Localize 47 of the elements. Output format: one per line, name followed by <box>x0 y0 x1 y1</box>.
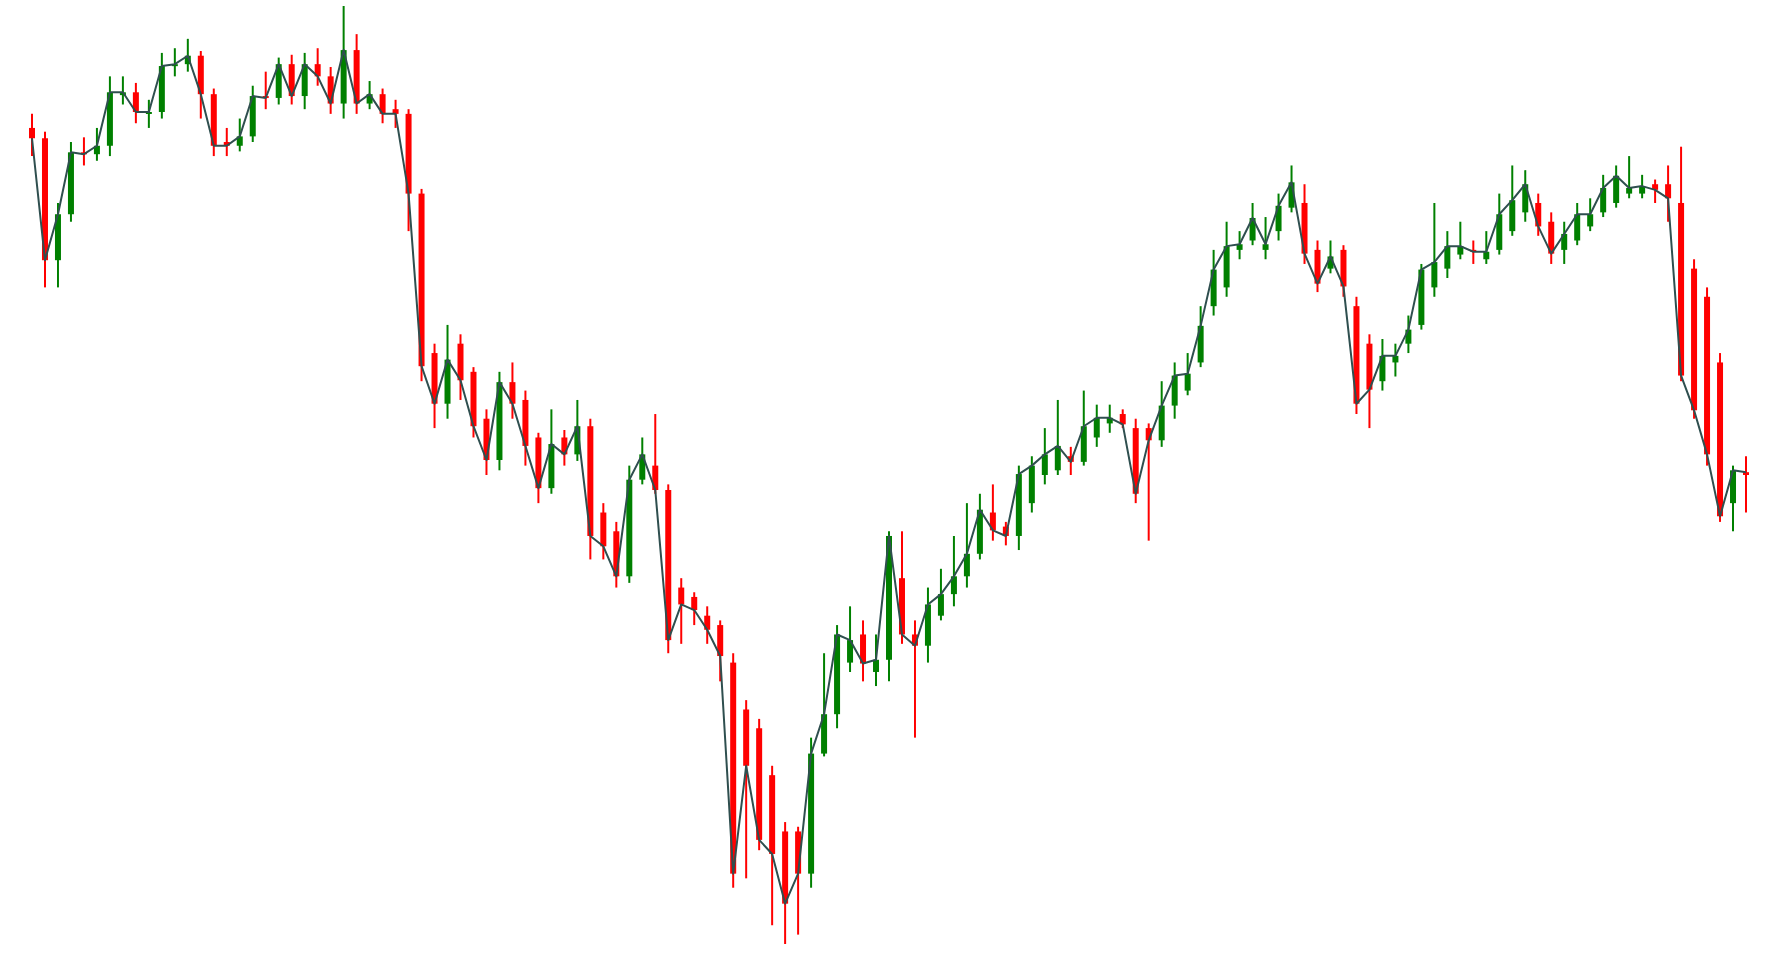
candlestick <box>457 333 464 401</box>
candlestick <box>1171 361 1178 420</box>
candlestick <box>1457 220 1464 261</box>
candlestick <box>197 50 204 120</box>
candlestick <box>522 389 529 467</box>
candlestick <box>1613 164 1620 209</box>
candlestick <box>847 605 854 673</box>
candlestick <box>937 567 944 622</box>
candlestick <box>1080 389 1087 467</box>
candlestick <box>1626 155 1633 200</box>
candlestick <box>950 534 957 608</box>
candlestick <box>158 51 165 120</box>
candlestick <box>1496 192 1503 256</box>
candlestick <box>1665 164 1672 223</box>
candlestick <box>1340 244 1347 298</box>
candlestick <box>1444 230 1451 280</box>
candlestick <box>1431 201 1438 298</box>
candlestick <box>873 633 880 688</box>
candlestick <box>1093 403 1100 448</box>
candlestick <box>1184 352 1191 397</box>
candlestick <box>132 81 139 125</box>
candlestick <box>29 112 35 158</box>
candlestick <box>717 619 724 683</box>
candlestick <box>1223 220 1230 298</box>
candlestick <box>1197 305 1204 369</box>
candlestick <box>1587 197 1594 233</box>
candlestick <box>600 502 607 561</box>
candlestick <box>860 619 867 683</box>
candlestick <box>1158 380 1165 448</box>
candlestick <box>1236 230 1243 261</box>
candlestick <box>678 577 685 645</box>
candlestick <box>236 117 243 153</box>
candlestick <box>379 87 386 125</box>
candlestick <box>1574 201 1581 247</box>
candlestick <box>1041 427 1048 486</box>
candlestick <box>1028 455 1035 514</box>
candlestick <box>821 652 828 758</box>
candlestick <box>963 502 970 589</box>
candlestick <box>249 84 256 144</box>
candlestick <box>54 201 61 289</box>
candlestick <box>924 586 931 664</box>
candlestick <box>1509 164 1516 237</box>
candlestick <box>509 361 516 420</box>
candlestick <box>314 47 321 87</box>
candlestick <box>1366 333 1373 430</box>
candlestick <box>1262 216 1269 261</box>
candlestick <box>691 591 698 627</box>
